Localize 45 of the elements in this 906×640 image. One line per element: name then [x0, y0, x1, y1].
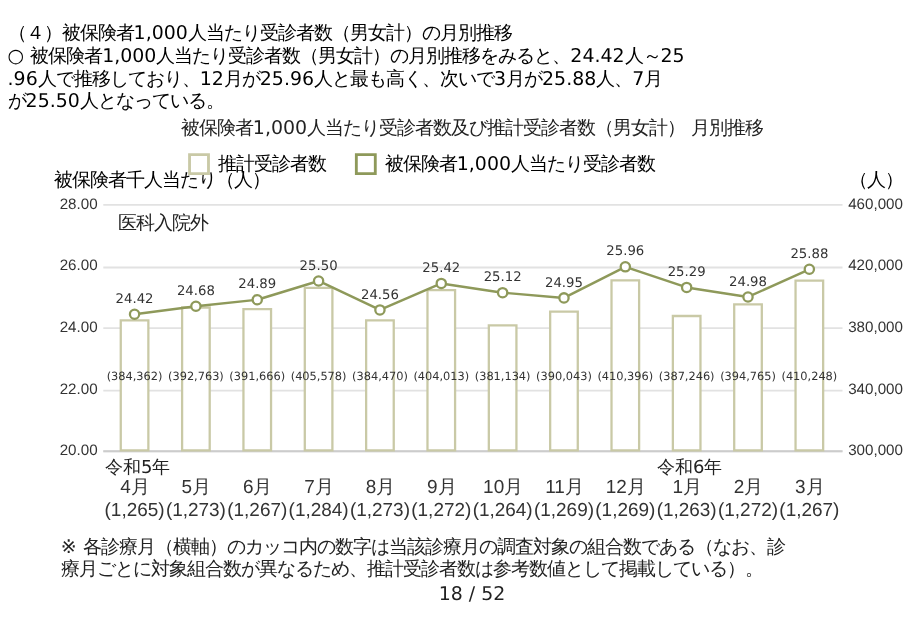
point [374, 304, 386, 316]
y2-tick-label: 420,000 [848, 256, 903, 275]
point [803, 263, 816, 276]
text: 令和5年 [104, 457, 171, 480]
y-tick-label: 22.00 [59, 379, 98, 398]
x-tick-label: 4月 (1,265) [104, 477, 165, 522]
text: ※ 各診療月（横軸）のカッコ内の数字は当該診療月の調査対象の組合数である（なお、診療月ごとに対象組合数が異なるため、推計受診者数は参考数値として掲載している）。 [60, 536, 785, 582]
point [619, 261, 632, 273]
x-tick-label: 5月 (1,273) [165, 477, 226, 522]
x-tick-label: 10月 (1,264) [472, 477, 533, 522]
legend-label: 推計受診者数 [217, 153, 326, 176]
y-tick-label: 20.00 [59, 441, 98, 460]
text: ○ 被保険者1,000人当たり受診者数（男女計）の月別推移をみると、24.42人～25.96人で推移しており、12月が25.96人と最も高く、次いで3月が25.88人、7月が25.50人となっている。 [7, 45, 685, 114]
x-tick-label: 3月 (1,267) [779, 477, 840, 522]
y2-tick-label: 380,000 [848, 317, 903, 336]
x-tick-label: 1月 (1,263) [656, 477, 717, 522]
annotation: 医科入院外 [117, 212, 208, 235]
point [128, 308, 141, 320]
y2-tick-label: 300,000 [848, 441, 903, 460]
y-tick-label: 28.00 [59, 194, 98, 213]
y2-tick-label: 340,000 [848, 379, 903, 398]
text: （４）被保険者1,000人当たり受診者数（男女計）の月別推移 [7, 23, 512, 46]
x-tick-label: 6月 (1,267) [227, 477, 288, 522]
chart-title: 被保険者1,000人当たり受診者数及び推計受診者数（男女計） 月別推移 [180, 117, 764, 140]
point [312, 275, 325, 287]
point [496, 286, 509, 299]
x-tick-label: 8月 (1,273) [349, 477, 410, 522]
y2-tick-label: 460,000 [848, 194, 903, 213]
text: 18 / 52 [438, 584, 506, 607]
x-tick-label: 2月 (1,272) [717, 477, 779, 522]
y-tick-label: 26.00 [59, 256, 98, 275]
point [251, 293, 264, 306]
x-tick-label: 9月 (1,272) [411, 477, 472, 522]
y-tick-label: 24.00 [59, 317, 98, 336]
point [742, 291, 754, 303]
x-tick-label: 11月 (1,269) [533, 477, 594, 522]
y2-axis-title: （人） [849, 169, 904, 192]
point [435, 277, 448, 290]
point [558, 292, 570, 304]
x-tick-label: 12月 (1,269) [595, 477, 656, 522]
text: 令和6年 [656, 457, 723, 480]
legend-label: 被保険者1,000人当たり受診者数 [384, 153, 655, 176]
point [190, 300, 202, 312]
x-tick-label: 7月 (1,284) [288, 477, 349, 522]
point [680, 281, 693, 294]
